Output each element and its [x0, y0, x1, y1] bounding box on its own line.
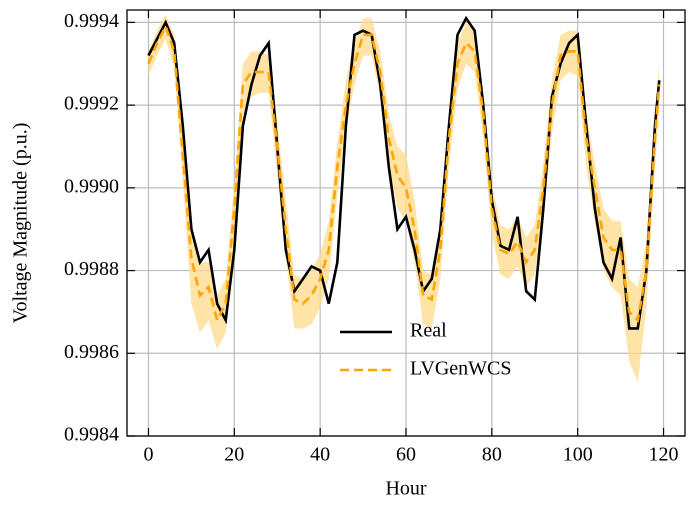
y-tick-label: 0.9990: [64, 175, 119, 197]
x-tick-label: 0: [143, 444, 153, 466]
y-tick-label: 0.9986: [64, 341, 119, 363]
x-tick-label: 80: [482, 444, 502, 466]
y-tick-label: 0.9988: [64, 258, 119, 280]
x-tick-label: 40: [310, 444, 330, 466]
x-tick-label: 100: [563, 444, 593, 466]
y-axis-label: Voltage Magnitude (p.u.): [10, 123, 32, 324]
confidence-band: [148, 14, 660, 383]
x-tick-label: 60: [396, 444, 416, 466]
line-series: [147, 15, 661, 330]
x-tick-label: 120: [649, 444, 679, 466]
legend-label: Real: [410, 320, 447, 342]
plot-frame: [126, 9, 686, 437]
x-tick-label: 20: [224, 444, 244, 466]
y-tick-label: 0.9994: [64, 10, 119, 32]
legend-label: LVGenWCS: [410, 358, 511, 380]
x-axis-label: Hour: [385, 478, 426, 500]
y-tick-label: 0.9992: [64, 93, 119, 115]
y-tick-label: 0.9984: [64, 424, 119, 446]
